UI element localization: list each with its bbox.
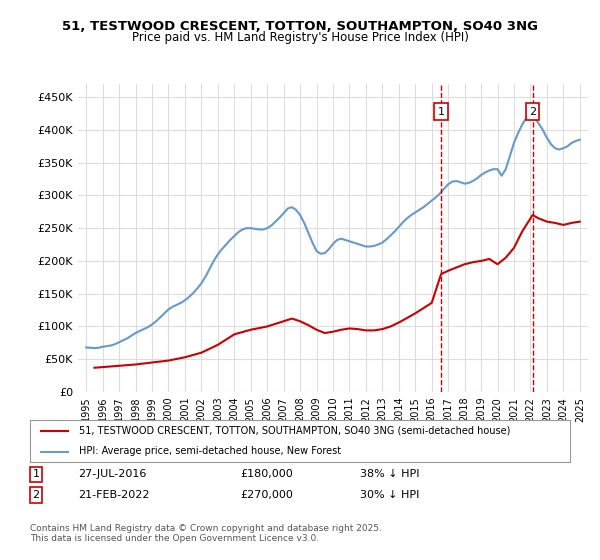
- Text: £270,000: £270,000: [240, 490, 293, 500]
- Text: Contains HM Land Registry data © Crown copyright and database right 2025.
This d: Contains HM Land Registry data © Crown c…: [30, 524, 382, 543]
- Text: 38% ↓ HPI: 38% ↓ HPI: [360, 469, 419, 479]
- Text: 1: 1: [437, 107, 445, 116]
- Text: 51, TESTWOOD CRESCENT, TOTTON, SOUTHAMPTON, SO40 3NG: 51, TESTWOOD CRESCENT, TOTTON, SOUTHAMPT…: [62, 20, 538, 32]
- Text: HPI: Average price, semi-detached house, New Forest: HPI: Average price, semi-detached house,…: [79, 446, 341, 456]
- Text: 27-JUL-2016: 27-JUL-2016: [78, 469, 146, 479]
- Text: £180,000: £180,000: [240, 469, 293, 479]
- Text: 30% ↓ HPI: 30% ↓ HPI: [360, 490, 419, 500]
- Text: Price paid vs. HM Land Registry's House Price Index (HPI): Price paid vs. HM Land Registry's House …: [131, 31, 469, 44]
- Text: 2: 2: [529, 107, 536, 116]
- Text: 21-FEB-2022: 21-FEB-2022: [78, 490, 149, 500]
- Text: 2: 2: [32, 490, 40, 500]
- Text: 51, TESTWOOD CRESCENT, TOTTON, SOUTHAMPTON, SO40 3NG (semi-detached house): 51, TESTWOOD CRESCENT, TOTTON, SOUTHAMPT…: [79, 426, 510, 436]
- Text: 1: 1: [32, 469, 40, 479]
